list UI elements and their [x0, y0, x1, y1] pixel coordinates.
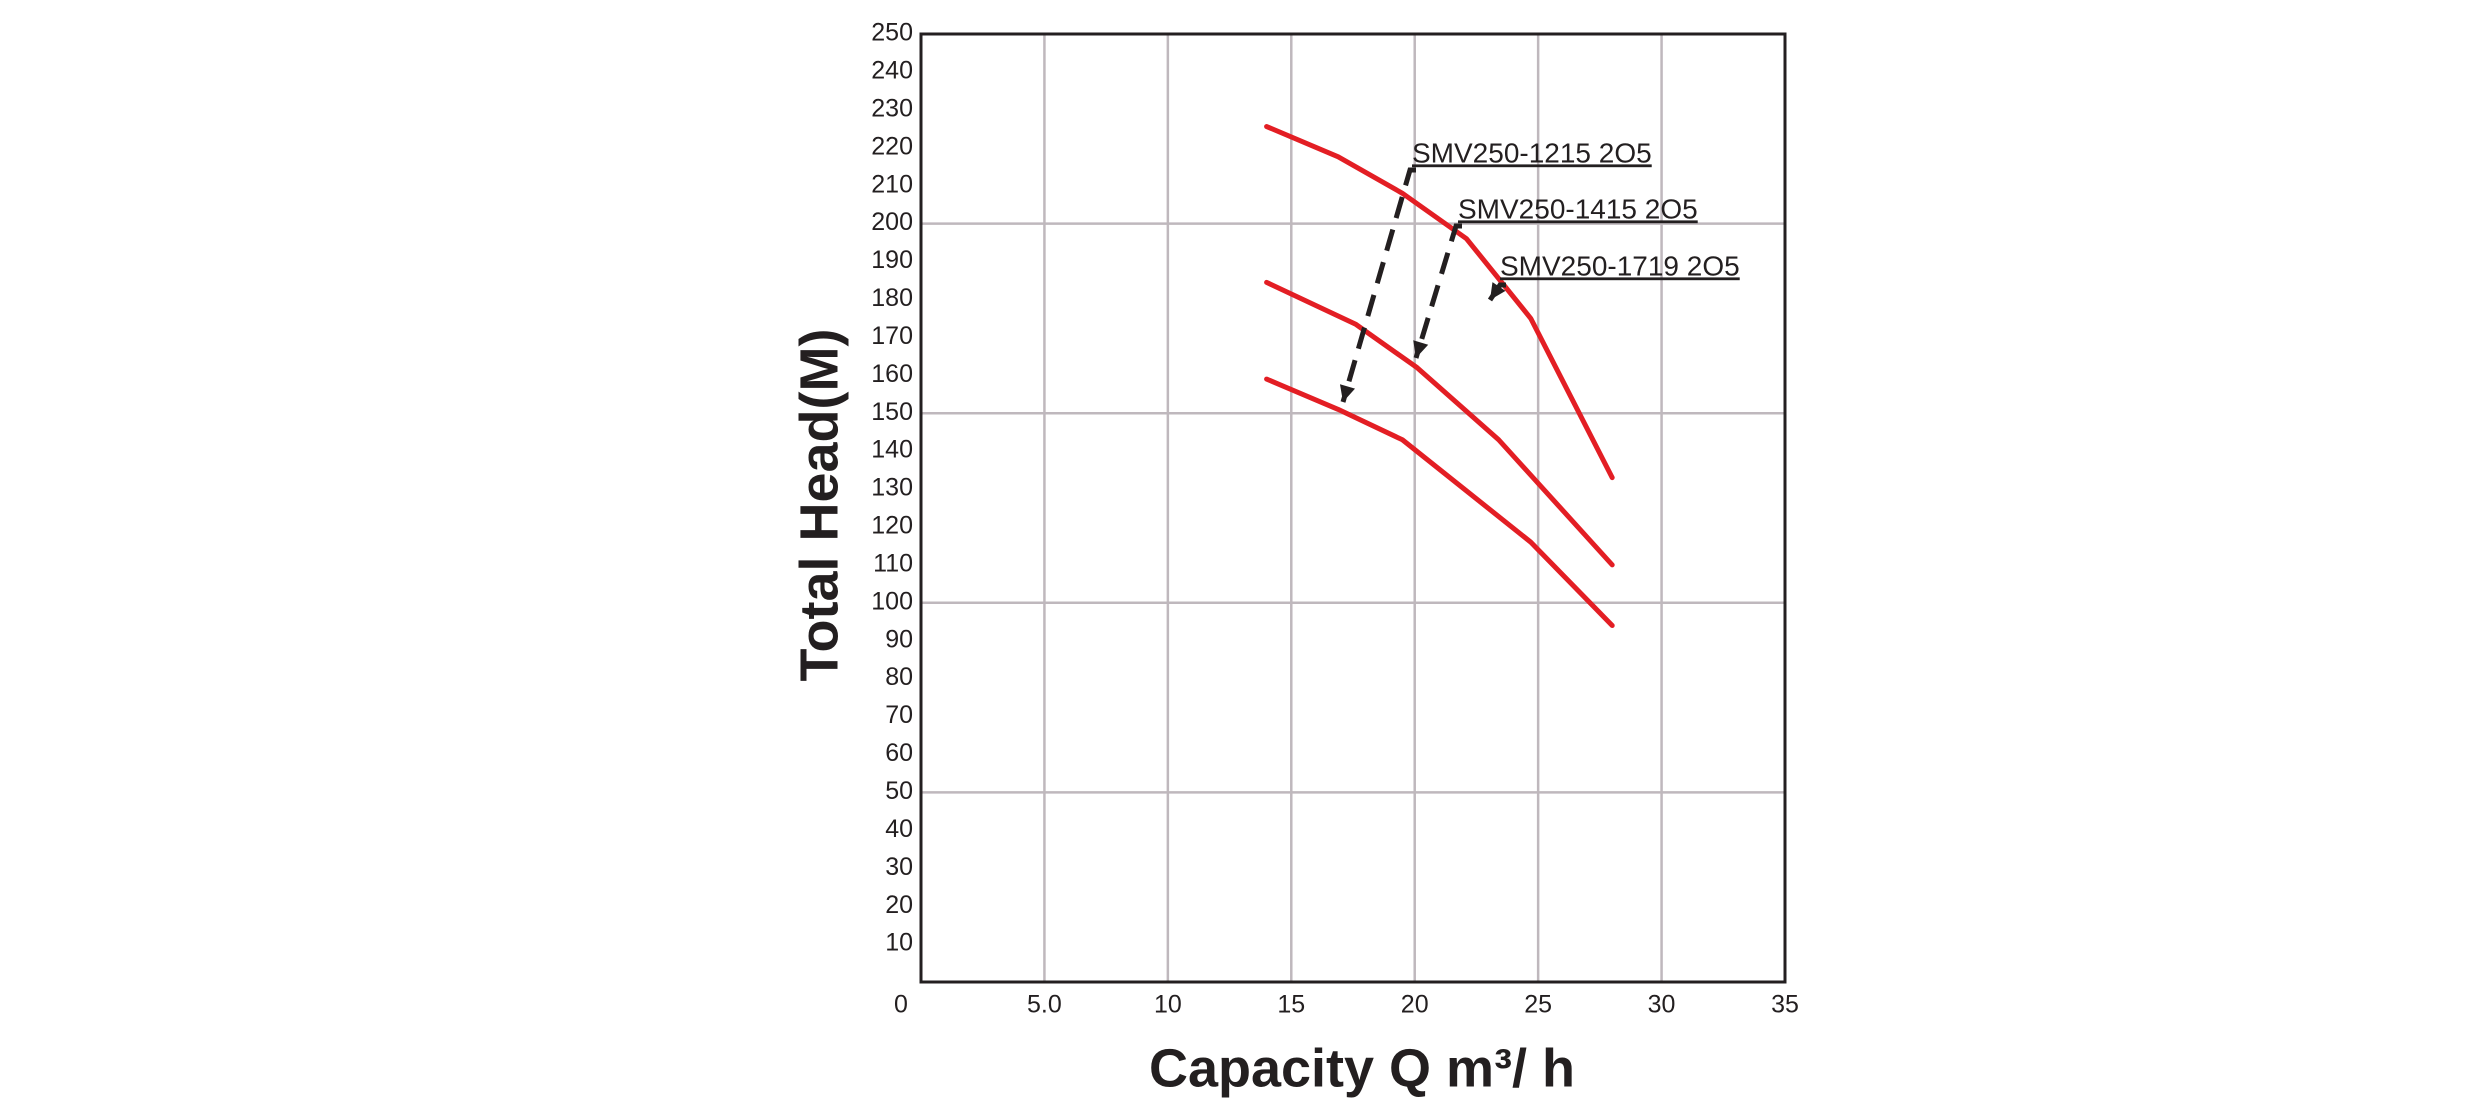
y-tick-label: 230: [871, 94, 913, 122]
y-tick-label: 210: [871, 170, 913, 198]
y-tick-label: 220: [871, 132, 913, 160]
y-tick-label: 160: [871, 360, 913, 388]
y-tick-label: 90: [885, 625, 913, 653]
legend-label: SMV250-1215 2O5: [1412, 137, 1652, 168]
legend-label: SMV250-1415 2O5: [1458, 193, 1698, 224]
y-tick-label: 70: [885, 701, 913, 729]
curve: [1264, 376, 1615, 629]
plot-frame: [919, 32, 1787, 984]
y-tick-label: 10: [885, 929, 913, 957]
y-tick-label: 250: [871, 19, 913, 47]
x-tick-label: 25: [1524, 991, 1552, 1019]
x-tick-label: 30: [1648, 991, 1676, 1019]
y-tick-label: 170: [871, 322, 913, 350]
y-tick-label: 60: [885, 739, 913, 767]
arrowhead: [1413, 340, 1429, 358]
y-tick-label: 120: [871, 512, 913, 540]
y-tick-label: 190: [871, 246, 913, 274]
x-tick-label: 5.0: [1027, 991, 1062, 1019]
x-tick-label: 20: [1401, 991, 1429, 1019]
arrowhead: [1339, 384, 1356, 402]
y-tick-label: 140: [871, 436, 913, 464]
y-tick-label: 40: [885, 815, 913, 843]
legend-label: SMV250-1719 2O5: [1500, 250, 1740, 281]
y-axis-title: Total Head(M): [789, 329, 849, 682]
y-tick-label: 20: [885, 891, 913, 919]
y-tick-label: 200: [871, 208, 913, 236]
x-tick-label: 15: [1277, 991, 1305, 1019]
y-tick-label: 150: [871, 398, 913, 426]
y-tick-label: 110: [873, 549, 913, 577]
leader: [1340, 167, 1416, 403]
y-tick-label: 130: [871, 474, 913, 502]
arrowhead: [1490, 282, 1506, 300]
x-tick-label: 0: [894, 991, 908, 1019]
curve: [1264, 279, 1615, 568]
y-tick-label: 80: [885, 663, 913, 691]
leader: [1413, 223, 1462, 359]
y-tick-label: 180: [871, 284, 913, 312]
x-axis-title: Capacity Q m³/ h: [1149, 1038, 1575, 1098]
y-tick-label: 240: [871, 57, 913, 85]
y-tick-label: 30: [885, 853, 913, 881]
y-tick-label: 100: [871, 587, 913, 615]
curve: [1264, 124, 1615, 481]
x-tick-label: 10: [1154, 991, 1182, 1019]
x-tick-label: 35: [1771, 991, 1799, 1019]
y-tick-label: 50: [885, 777, 913, 805]
